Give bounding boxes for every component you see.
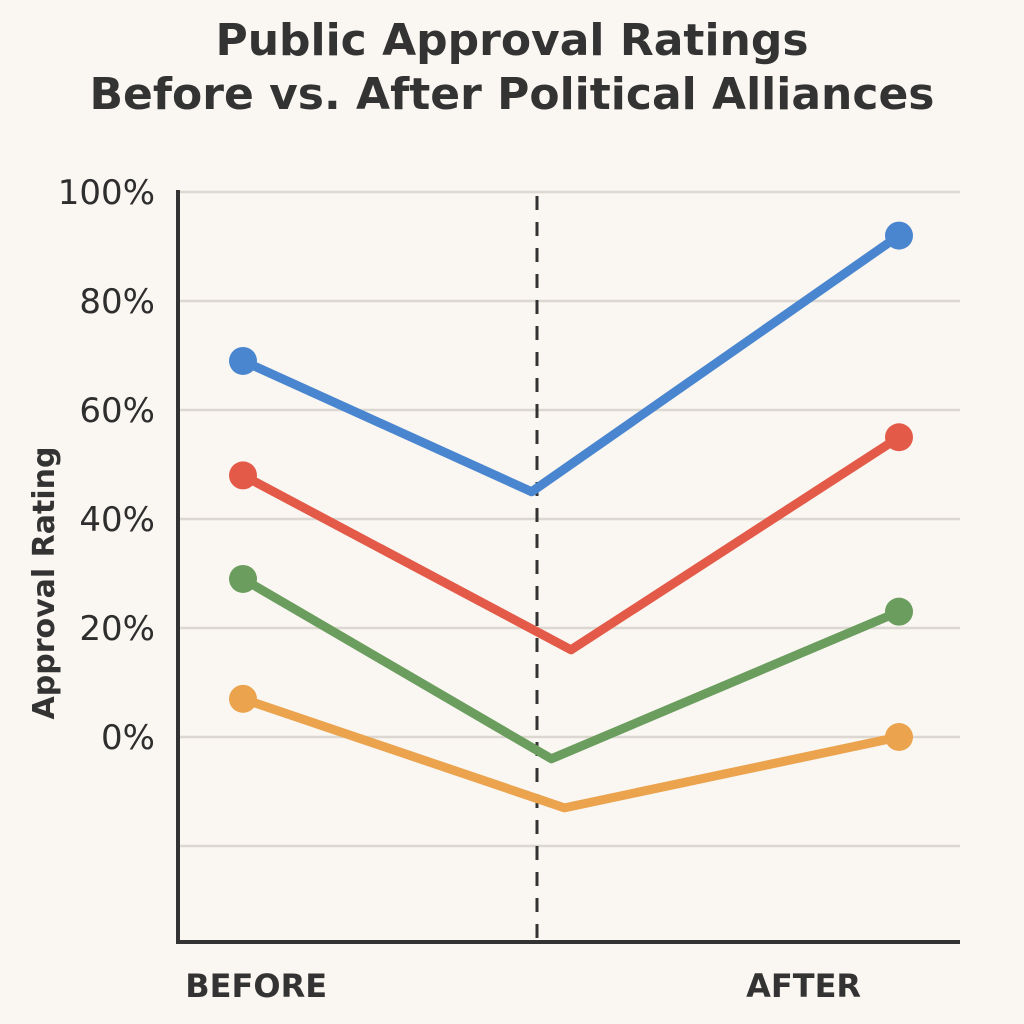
y-tick-label: 60%: [79, 391, 155, 431]
series-line: [238, 694, 904, 813]
x-category-labels: BEFORE AFTER: [185, 967, 861, 1005]
data-point: [885, 221, 913, 250]
x-category-label: BEFORE: [185, 967, 327, 1005]
data-point: [229, 684, 257, 713]
gridlines: [178, 190, 960, 848]
y-tick-label: 40%: [79, 500, 155, 540]
y-tick-label: 0%: [101, 718, 155, 758]
chart-title-line-2: Before vs. After Political Alliances: [89, 69, 935, 120]
y-axis-title: Approval Rating: [27, 447, 62, 720]
chart-title-line-1: Public Approval Ratings: [215, 15, 809, 66]
data-point: [229, 346, 257, 375]
data-point: [885, 597, 913, 626]
data-series: [229, 221, 913, 813]
series-line: [238, 231, 904, 497]
data-point: [885, 423, 913, 452]
data-point: [885, 723, 913, 751]
x-category-label: AFTER: [746, 967, 861, 1005]
data-point: [229, 564, 257, 593]
y-tick-label: 80%: [79, 282, 155, 322]
chart-title: Public Approval Ratings Before vs. After…: [0, 14, 1024, 122]
series-line: [238, 432, 904, 655]
data-point: [229, 461, 257, 490]
y-tick-labels: 0% 20% 40% 60% 80% 100%: [58, 173, 155, 758]
series-line: [238, 574, 904, 764]
y-tick-label: 20%: [79, 609, 155, 649]
y-tick-label: 100%: [58, 173, 155, 213]
axes: [176, 190, 960, 944]
